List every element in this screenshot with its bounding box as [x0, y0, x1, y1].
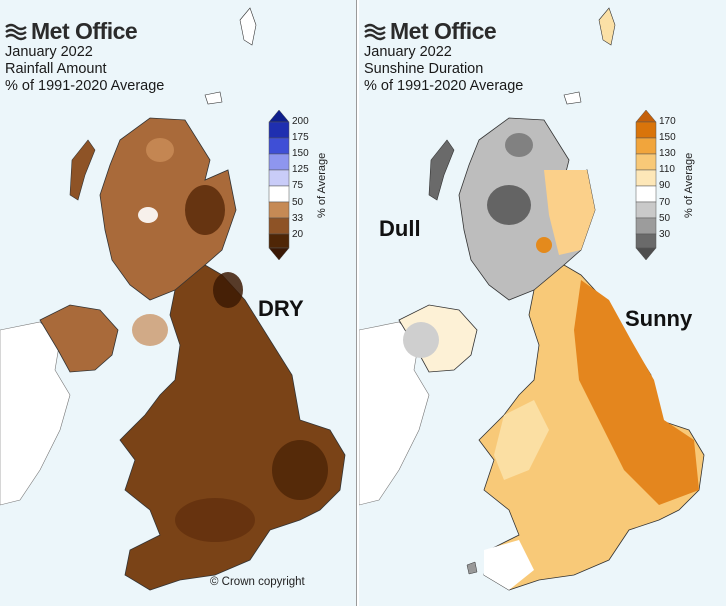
outer-hebrides: [69, 139, 96, 201]
legend-tick: 110: [659, 164, 675, 175]
legend-arrow-bottom: [268, 247, 290, 261]
variable-label: Sunshine Duration: [364, 61, 484, 77]
sunshine-uk-map: [359, 7, 705, 591]
period-label: January 2022: [364, 44, 452, 60]
rainfall-legend: 200 175 150 125 75 50 33 20 % of Average: [268, 109, 348, 261]
dull-callout: Dull: [379, 216, 421, 241]
sunshine-map-panel: Met Office January 2022 Sunshine Duratio…: [359, 0, 726, 606]
rainfall-title-block: January 2022 Rainfall Amount % of 1991-2…: [5, 44, 164, 95]
legend-axis-title: % of Average: [683, 152, 695, 218]
england-wales-region: [119, 264, 346, 591]
legend-tick: 150: [659, 132, 676, 143]
legend-tick: 70: [659, 197, 671, 208]
legend-arrow-bottom: [635, 247, 657, 261]
brand-name: Met Office: [390, 18, 497, 44]
period-label: January 2022: [5, 44, 93, 60]
scilly-isles: [466, 561, 478, 575]
legend-tick: 170: [659, 116, 676, 127]
legend-tick: 130: [659, 148, 676, 159]
legend-axis-title: % of Average: [316, 152, 328, 218]
panel-divider: [357, 0, 359, 606]
sunshine-legend-bar: [635, 109, 657, 261]
variable-label: Rainfall Amount: [5, 61, 107, 77]
legend-tick: 200: [292, 116, 309, 127]
met-office-logo: Met Office: [364, 18, 497, 45]
baseline-label: % of 1991-2020 Average: [5, 78, 165, 94]
legend-tick: 125: [292, 164, 309, 175]
met-office-wave-icon: [5, 23, 27, 40]
met-office-wave-icon: [364, 23, 386, 40]
legend-tick: 20: [292, 229, 304, 240]
sunshine-legend: 170 150 130 110 90 70 50 30 % of Average: [635, 109, 721, 261]
legend-tick: 50: [659, 213, 671, 224]
dry-callout: DRY: [258, 296, 304, 321]
orkney-islands: [204, 91, 223, 105]
copyright-notice: © Crown copyright: [210, 576, 305, 588]
shetland-islands: [239, 7, 257, 46]
legend-tick: 33: [292, 213, 304, 224]
legend-tick: 150: [292, 148, 309, 159]
sunny-callout: Sunny: [625, 306, 693, 331]
met-office-logo: Met Office: [5, 18, 138, 45]
northern-ireland-region: [39, 304, 119, 373]
baseline-label: % of 1991-2020 Average: [364, 78, 524, 94]
orkney-islands: [563, 91, 582, 105]
legend-tick: 30: [659, 229, 671, 240]
outer-hebrides: [428, 139, 455, 201]
legend-arrow-top: [268, 109, 290, 123]
sunshine-title-block: January 2022 Sunshine Duration % of 1991…: [364, 44, 523, 95]
brand-name: Met Office: [31, 18, 138, 44]
legend-arrow-top: [635, 109, 657, 123]
legend-tick: 75: [292, 180, 304, 191]
rainfall-uk-map: [0, 7, 346, 591]
legend-tick: 175: [292, 132, 309, 143]
rainfall-legend-bar: [268, 109, 290, 261]
rainfall-map-panel: Met Office January 2022 Rainfall Amount …: [0, 0, 357, 606]
legend-tick: 90: [659, 180, 671, 191]
legend-tick: 50: [292, 197, 304, 208]
shetland-islands: [598, 7, 616, 46]
